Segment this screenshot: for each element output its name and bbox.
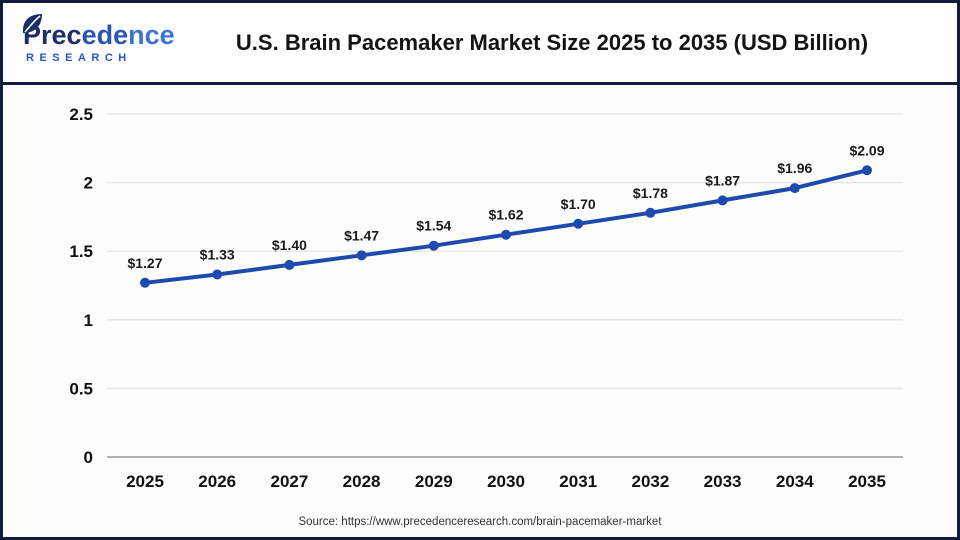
line-chart: 0 0.5 1 1.5 2 2.5 2025 2026 2027 2028 2029 2030 2031… <box>3 85 957 537</box>
x-tick-label: 2032 <box>631 472 669 491</box>
x-tick-label: 2033 <box>704 472 742 491</box>
trend-line <box>143 168 869 285</box>
x-tick-label: 2026 <box>198 472 236 491</box>
header: Precedence RESEARCH U.S. Brain Pacemaker… <box>3 3 957 85</box>
leaf-icon <box>21 13 43 39</box>
x-tick-label: 2029 <box>415 472 453 491</box>
y-tick-label: 2 <box>84 174 93 193</box>
brand-logo: Precedence RESEARCH <box>19 13 199 64</box>
y-tick-label: 1 <box>84 311 93 330</box>
x-tick-label: 2027 <box>270 472 308 491</box>
source-text: Source: https://www.precedenceresearch.c… <box>298 516 662 528</box>
x-tick-label: 2030 <box>487 472 525 491</box>
data-point <box>212 269 223 280</box>
data-point-label: $1.47 <box>344 227 379 243</box>
data-point-label: $1.33 <box>200 247 235 263</box>
y-tick-label: 0 <box>84 448 93 467</box>
data-point-label: $1.70 <box>561 196 596 212</box>
data-point-label: $1.62 <box>488 207 523 223</box>
data-point-label: $1.87 <box>705 172 740 188</box>
data-point <box>573 218 584 229</box>
x-tick-label: 2025 <box>126 472 164 491</box>
data-point <box>717 195 728 206</box>
data-point-label: $1.27 <box>127 255 162 271</box>
data-point-label: $1.40 <box>272 237 307 253</box>
page-title: U.S. Brain Pacemaker Market Size 2025 to… <box>235 29 869 55</box>
x-tick-label: 2034 <box>776 472 814 491</box>
data-point <box>645 207 656 218</box>
brand-subtitle: RESEARCH <box>26 51 132 64</box>
data-point-label: $1.96 <box>777 160 812 176</box>
data-point-label: $2.09 <box>849 142 884 158</box>
x-tick-label: 2028 <box>343 472 381 491</box>
y-tick-label: 1.5 <box>69 242 93 261</box>
data-point <box>789 183 800 194</box>
data-point-label: $1.78 <box>633 185 668 201</box>
data-point <box>501 229 511 240</box>
data-point <box>356 250 367 261</box>
brand-name: Precedence <box>23 19 175 50</box>
y-tick-label: 2.5 <box>69 105 93 124</box>
data-point <box>140 277 150 288</box>
data-point <box>284 259 295 270</box>
chart-canvas: 0 0.5 1 1.5 2 2.5 2025 2026 2027 2028 2029 2030 2031… <box>69 105 903 491</box>
data-point <box>862 165 872 176</box>
data-point-label: $1.54 <box>416 218 451 234</box>
data-point <box>428 240 439 251</box>
y-tick-label: 0.5 <box>69 379 93 398</box>
x-tick-label: 2035 <box>848 472 886 491</box>
x-tick-label: 2031 <box>559 472 597 491</box>
